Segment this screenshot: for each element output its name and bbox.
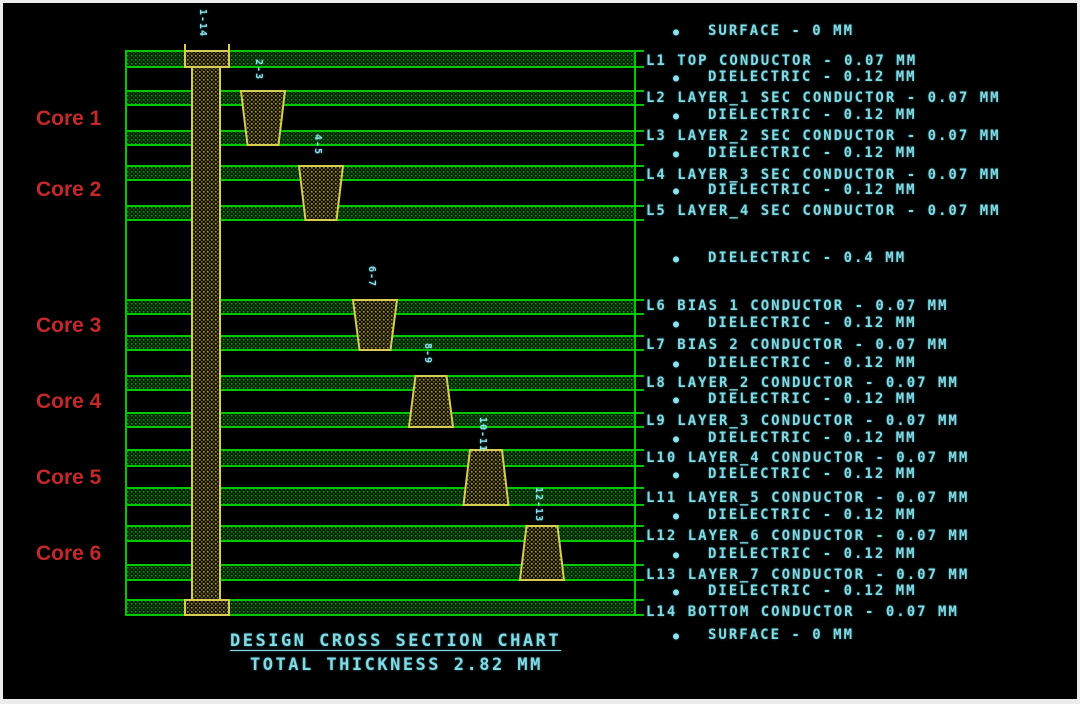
- layer-row-L4: L4 LAYER_3 SEC CONDUCTOR - 0.07 MM: [646, 167, 1001, 183]
- dot-icon: ●: [673, 149, 680, 160]
- layer-row-L6: L6 BIAS 1 CONDUCTOR - 0.07 MM: [646, 298, 949, 314]
- via-bottom-pad: [184, 599, 230, 616]
- buried-via-12-13: [518, 525, 566, 581]
- conductor-band-L1: [126, 51, 635, 67]
- via-span-label-12-13: 12-13: [533, 487, 544, 523]
- conductor-band-L10: [126, 450, 635, 466]
- layer-row-L10: L10 LAYER_4 CONDUCTOR - 0.07 MM: [646, 450, 970, 466]
- layer-row-L12: L12 LAYER_6 CONDUCTOR - 0.07 MM: [646, 528, 970, 544]
- dot-icon: ●: [673, 319, 680, 330]
- layer-row-L8: L8 LAYER_2 CONDUCTOR - 0.07 MM: [646, 375, 959, 391]
- layer-row-surface: ● SURFACE - 0 MM: [673, 627, 855, 643]
- layer-row-L13: L13 LAYER_7 CONDUCTOR - 0.07 MM: [646, 567, 970, 583]
- conductor-band-L9: [126, 413, 635, 427]
- layer-row-L1: L1 TOP CONDUCTOR - 0.07 MM: [646, 53, 918, 69]
- dot-icon: ●: [673, 587, 680, 598]
- layer-row-dielectric: ● DIELECTRIC - 0.12 MM: [673, 145, 917, 161]
- dot-icon: ●: [673, 470, 680, 481]
- dot-icon: ●: [673, 631, 680, 642]
- conductor-band-L14: [126, 600, 635, 615]
- via-top-pad: [184, 50, 230, 68]
- layer-row-L9: L9 LAYER_3 CONDUCTOR - 0.07 MM: [646, 413, 959, 429]
- conductor-band-L8: [126, 376, 635, 390]
- dot-icon: ●: [673, 359, 680, 370]
- via-span-label-10-11: 10-11: [477, 417, 488, 453]
- dot-icon: ●: [673, 254, 680, 265]
- layer-row-dielectric: ● DIELECTRIC - 0.12 MM: [673, 315, 917, 331]
- dot-icon: ●: [673, 27, 680, 38]
- dot-icon: ●: [673, 111, 680, 122]
- conductor-band-L12: [126, 526, 635, 541]
- core-label-6: Core 6: [36, 542, 102, 565]
- core-label-4: Core 4: [36, 390, 102, 413]
- layer-row-L7: L7 BIAS 2 CONDUCTOR - 0.07 MM: [646, 337, 949, 353]
- layer-row-L5: L5 LAYER_4 SEC CONDUCTOR - 0.07 MM: [646, 203, 1001, 219]
- conductor-band-L13: [126, 565, 635, 580]
- layer-row-L3: L3 LAYER_2 SEC CONDUCTOR - 0.07 MM: [646, 128, 1001, 144]
- total-thickness-label: TOTAL THICKNESS 2.82 MM: [250, 655, 543, 675]
- layer-row-dielectric: ● DIELECTRIC - 0.12 MM: [673, 69, 917, 85]
- buried-via-4-5: [297, 165, 345, 221]
- layer-row-dielectric: ● DIELECTRIC - 0.4 MM: [673, 250, 907, 266]
- core-label-3: Core 3: [36, 314, 102, 337]
- layer-row-dielectric: ● DIELECTRIC - 0.12 MM: [673, 546, 917, 562]
- dot-icon: ●: [673, 434, 680, 445]
- via-span-label-8-9: 8-9: [422, 343, 433, 365]
- via-span-label-2-3: 2-3: [253, 59, 264, 81]
- layer-row-dielectric: ● DIELECTRIC - 0.12 MM: [673, 107, 917, 123]
- board-outline: [125, 50, 636, 616]
- layer-row-dielectric: ● DIELECTRIC - 0.12 MM: [673, 583, 917, 599]
- dot-icon: ●: [673, 73, 680, 84]
- through-via-bar: [192, 51, 220, 615]
- layer-row-L11: L11 LAYER_5 CONDUCTOR - 0.07 MM: [646, 490, 970, 506]
- core-label-5: Core 5: [36, 466, 102, 489]
- layer-row-dielectric: ● DIELECTRIC - 0.12 MM: [673, 507, 917, 523]
- layer-row-dielectric: ● DIELECTRIC - 0.12 MM: [673, 466, 917, 482]
- layer-row-dielectric: ● DIELECTRIC - 0.12 MM: [673, 430, 917, 446]
- core-label-2: Core 2: [36, 178, 102, 201]
- via-span-label-6-7: 6-7: [366, 266, 377, 288]
- layer-row-L14: L14 BOTTOM CONDUCTOR - 0.07 MM: [646, 604, 959, 620]
- layer-row-dielectric: ● DIELECTRIC - 0.12 MM: [673, 391, 917, 407]
- chart-title: DESIGN CROSS SECTION CHART: [230, 631, 562, 651]
- layer-row-dielectric: ● DIELECTRIC - 0.12 MM: [673, 355, 917, 371]
- layer-row-L2: L2 LAYER_1 SEC CONDUCTOR - 0.07 MM: [646, 90, 1001, 106]
- dot-icon: ●: [673, 511, 680, 522]
- buried-via-10-11: [462, 449, 510, 506]
- buried-via-6-7: [351, 299, 399, 351]
- conductor-band-L5: [126, 206, 635, 220]
- via-span-label-1-14: 1-14: [197, 9, 208, 38]
- dot-icon: ●: [673, 550, 680, 561]
- stackup-diagram: [125, 44, 644, 616]
- via-span-label-4-5: 4-5: [312, 134, 323, 156]
- buried-via-2-3: [239, 90, 287, 146]
- layer-row-surface: ● SURFACE - 0 MM: [673, 23, 855, 39]
- dot-icon: ●: [673, 186, 680, 197]
- core-label-1: Core 1: [36, 107, 102, 130]
- layer-row-dielectric: ● DIELECTRIC - 0.12 MM: [673, 182, 917, 198]
- buried-via-8-9: [407, 375, 455, 428]
- dot-icon: ●: [673, 395, 680, 406]
- conductor-band-L4: [126, 166, 635, 180]
